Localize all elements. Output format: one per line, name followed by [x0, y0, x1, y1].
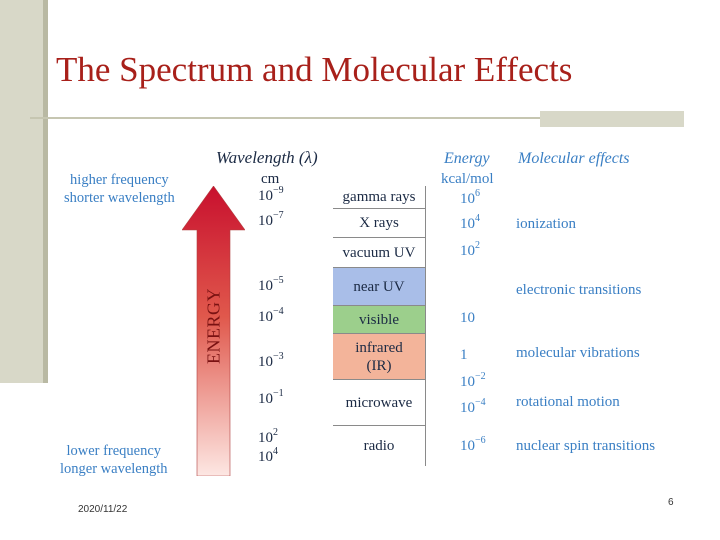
energy-value: 10−6 — [460, 435, 486, 454]
region-divider — [333, 267, 425, 268]
region-x-rays: X rays — [333, 209, 425, 237]
region-gamma-rays: gamma rays — [333, 186, 425, 208]
wavelength-value: 10−4 — [258, 306, 284, 325]
effect-rotational-motion: rotational motion — [516, 394, 620, 410]
region-radio: radio — [333, 426, 425, 466]
wavelength-value: 104 — [258, 446, 278, 465]
footer-date: 2020/11/22 — [78, 504, 128, 515]
effect-electronic-transitions: electronic transitions — [516, 282, 642, 298]
energy-value: 104 — [460, 213, 480, 232]
energy-value: 10−2 — [460, 371, 486, 390]
region-infrared: infrared (IR) — [333, 334, 425, 379]
energy-axis-label: ENERGY — [203, 288, 224, 364]
region-divider — [333, 305, 425, 306]
region-divider — [333, 237, 425, 238]
low-frequency-label: lower frequency longer wavelength — [60, 442, 168, 478]
energy-header: Energy — [444, 150, 490, 167]
energy-value: 102 — [460, 240, 480, 259]
wavelength-value: 10−1 — [258, 388, 284, 407]
region-divider — [333, 333, 425, 334]
high-frequency-line1: higher frequency — [70, 172, 169, 188]
region-vacuum-uv: vacuum UV — [333, 238, 425, 267]
energy-value: 10 — [460, 310, 475, 326]
low-frequency-line2: longer wavelength — [60, 461, 168, 477]
slide-title: The Spectrum and Molecular Effects — [56, 50, 573, 89]
high-frequency-label: higher frequency shorter wavelength — [64, 171, 175, 207]
energy-value: 10−4 — [460, 397, 486, 416]
region-visible: visible — [333, 306, 425, 333]
energy-value: 106 — [460, 188, 480, 207]
energy-value: 1 — [460, 347, 468, 363]
spectrum-right-border — [425, 186, 426, 466]
high-frequency-line2: shorter wavelength — [64, 190, 175, 206]
decorative-side-bar-edge — [43, 0, 48, 383]
low-frequency-line1: lower frequency — [66, 443, 162, 459]
decorative-side-bar — [0, 0, 48, 383]
region-divider — [333, 425, 425, 426]
wavelength-value: 10−3 — [258, 351, 284, 370]
effect-molecular-vibrations: molecular vibrations — [516, 345, 640, 361]
region-near-uv: near UV — [333, 268, 425, 305]
wavelength-value: 102 — [258, 427, 278, 446]
wavelength-header: Wavelength (λ) — [216, 148, 318, 167]
region-divider — [333, 208, 425, 209]
energy-arrow — [182, 186, 245, 476]
wavelength-value: 10−9 — [258, 185, 284, 204]
effect-nuclear-spin-transitions: nuclear spin transitions — [516, 438, 656, 454]
energy-unit: kcal/mol — [441, 171, 494, 187]
molecular-effects-header: Molecular effects — [518, 150, 630, 167]
wavelength-value: 10−5 — [258, 275, 284, 294]
decorative-divider — [30, 117, 540, 119]
decorative-divider-block — [540, 111, 684, 127]
wavelength-unit: cm — [261, 171, 280, 187]
effect-ionization: ionization — [516, 216, 576, 232]
wavelength-value: 10−7 — [258, 210, 284, 229]
page-number: 6 — [668, 497, 674, 508]
region-divider — [333, 379, 425, 380]
region-microwave: microwave — [333, 380, 425, 425]
